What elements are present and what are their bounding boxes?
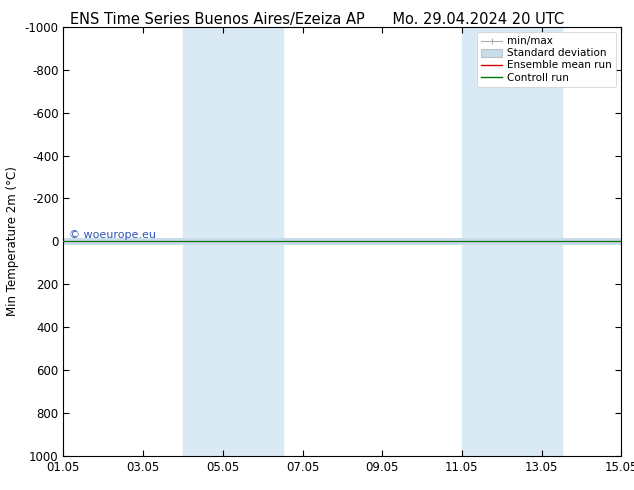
Text: © woeurope.eu: © woeurope.eu: [69, 230, 156, 240]
Text: ENS Time Series Buenos Aires/Ezeiza AP      Mo. 29.04.2024 20 UTC: ENS Time Series Buenos Aires/Ezeiza AP M…: [70, 12, 564, 27]
Y-axis label: Min Temperature 2m (°C): Min Temperature 2m (°C): [6, 167, 19, 316]
Bar: [183, 27, 283, 456]
Legend: min/max, Standard deviation, Ensemble mean run, Controll run: min/max, Standard deviation, Ensemble me…: [477, 32, 616, 87]
Bar: [462, 27, 562, 456]
